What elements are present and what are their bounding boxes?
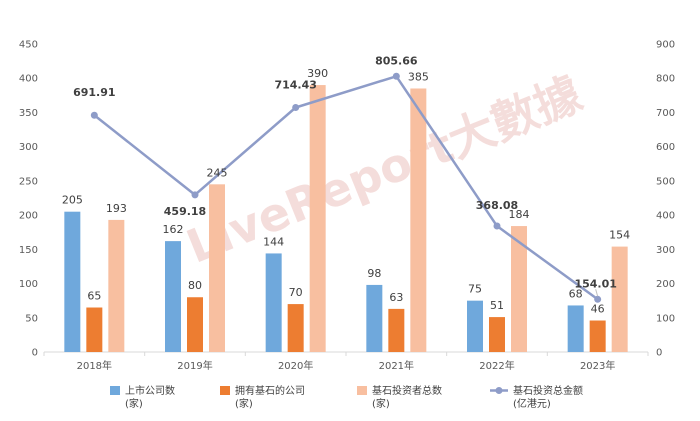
x-tick-label: 2023年 bbox=[580, 359, 615, 372]
line-point bbox=[392, 72, 400, 80]
bar-3 bbox=[209, 184, 225, 352]
legend-unit: (家) bbox=[235, 397, 253, 410]
legend-swatch-3 bbox=[357, 386, 367, 395]
y-right-tick-label: 0 bbox=[656, 348, 662, 359]
legend-label: 拥有基石的公司 bbox=[235, 384, 305, 397]
line-value-label: 714.43 bbox=[274, 79, 316, 92]
bar-1 bbox=[165, 241, 181, 352]
bar-3 bbox=[611, 246, 628, 352]
bar-2 bbox=[86, 307, 103, 352]
y-left-tick-label: 150 bbox=[19, 245, 38, 256]
bar-value-label: 154 bbox=[609, 229, 630, 242]
x-tick-label: 2021年 bbox=[379, 359, 414, 372]
bar-value-label: 193 bbox=[106, 202, 127, 215]
line-value-label: 459.18 bbox=[164, 205, 206, 218]
y-right-tick-label: 600 bbox=[656, 142, 675, 153]
legend-unit: (家) bbox=[372, 397, 390, 410]
bar-value-label: 385 bbox=[408, 70, 429, 83]
y-right-tick-label: 200 bbox=[656, 279, 675, 290]
y-right-tick-label: 100 bbox=[656, 313, 675, 324]
bar-value-label: 390 bbox=[307, 67, 328, 80]
bar-2 bbox=[388, 308, 405, 352]
y-left-tick-label: 200 bbox=[19, 211, 38, 222]
y-left-tick-label: 300 bbox=[19, 142, 38, 153]
bar-2 bbox=[589, 320, 606, 352]
y-right-tick-label: 500 bbox=[656, 176, 675, 187]
line-point bbox=[594, 295, 602, 303]
bar-value-label: 98 bbox=[367, 267, 381, 280]
line-value-label: 805.66 bbox=[375, 54, 418, 67]
x-tick-label: 2018年 bbox=[77, 359, 112, 372]
legend-label: 上市公司数 bbox=[125, 384, 175, 397]
bar-value-label: 80 bbox=[188, 279, 202, 292]
y-left-tick-label: 400 bbox=[19, 74, 38, 85]
legend-swatch-marker bbox=[495, 387, 503, 394]
bar-value-label: 162 bbox=[163, 223, 184, 236]
bar-1 bbox=[366, 284, 383, 352]
bar-value-label: 51 bbox=[490, 299, 504, 312]
bar-value-label: 70 bbox=[289, 286, 303, 299]
legend-swatch-2 bbox=[220, 386, 230, 395]
y-right-tick-label: 700 bbox=[656, 108, 675, 119]
bar-value-label: 46 bbox=[591, 303, 605, 316]
bar-value-label: 63 bbox=[389, 291, 403, 304]
y-right-tick-label: 400 bbox=[656, 211, 675, 222]
bar-value-label: 245 bbox=[207, 166, 228, 179]
legend-unit: (亿港元) bbox=[513, 397, 551, 410]
bar-value-label: 65 bbox=[87, 290, 101, 303]
y-right-tick-label: 300 bbox=[656, 245, 675, 256]
bar-1 bbox=[467, 300, 483, 352]
line-point bbox=[90, 111, 98, 119]
y-left-tick-label: 100 bbox=[19, 279, 38, 290]
bar-value-label: 68 bbox=[569, 287, 583, 300]
y-left-tick-label: 0 bbox=[32, 348, 38, 359]
bar-value-label: 75 bbox=[468, 283, 482, 296]
y-left-tick-label: 50 bbox=[25, 313, 38, 324]
line-value-label: 154.01 bbox=[574, 277, 616, 290]
x-tick-label: 2020年 bbox=[278, 359, 313, 372]
y-left-tick-label: 250 bbox=[19, 176, 38, 187]
bar-1 bbox=[265, 253, 282, 352]
legend-label: 基石投资者总数 bbox=[372, 384, 442, 397]
bar-value-label: 184 bbox=[509, 208, 530, 221]
bar-2 bbox=[287, 304, 304, 352]
y-right-tick-label: 800 bbox=[656, 74, 675, 85]
y-left-tick-label: 350 bbox=[19, 108, 38, 119]
bar-3 bbox=[511, 226, 527, 352]
bar-value-label: 205 bbox=[62, 194, 83, 207]
bar-1 bbox=[567, 305, 584, 352]
y-left-tick-label: 450 bbox=[19, 40, 38, 51]
line-value-label: 691.91 bbox=[73, 86, 115, 99]
line-point bbox=[292, 104, 300, 112]
line-point bbox=[493, 222, 501, 230]
label-leader-line bbox=[595, 289, 599, 297]
x-tick-label: 2022年 bbox=[479, 359, 514, 372]
bar-2 bbox=[489, 317, 505, 352]
bar-3 bbox=[410, 88, 427, 352]
legend-label: 基石投资总金额 bbox=[513, 384, 583, 397]
bar-2 bbox=[187, 297, 203, 352]
bar-3 bbox=[309, 85, 326, 353]
watermark-text: LiveReport大數據 bbox=[179, 66, 590, 274]
legend-unit: (家) bbox=[125, 397, 143, 410]
line-point bbox=[191, 191, 199, 199]
bar-1 bbox=[64, 211, 81, 352]
legend-swatch-1 bbox=[110, 386, 120, 395]
line-value-label: 368.08 bbox=[476, 199, 518, 212]
line-series-path bbox=[93, 75, 599, 301]
y-right-tick-label: 900 bbox=[656, 40, 675, 51]
bar-3 bbox=[108, 219, 125, 352]
x-tick-label: 2019年 bbox=[177, 359, 212, 372]
bar-value-label: 144 bbox=[263, 235, 284, 248]
